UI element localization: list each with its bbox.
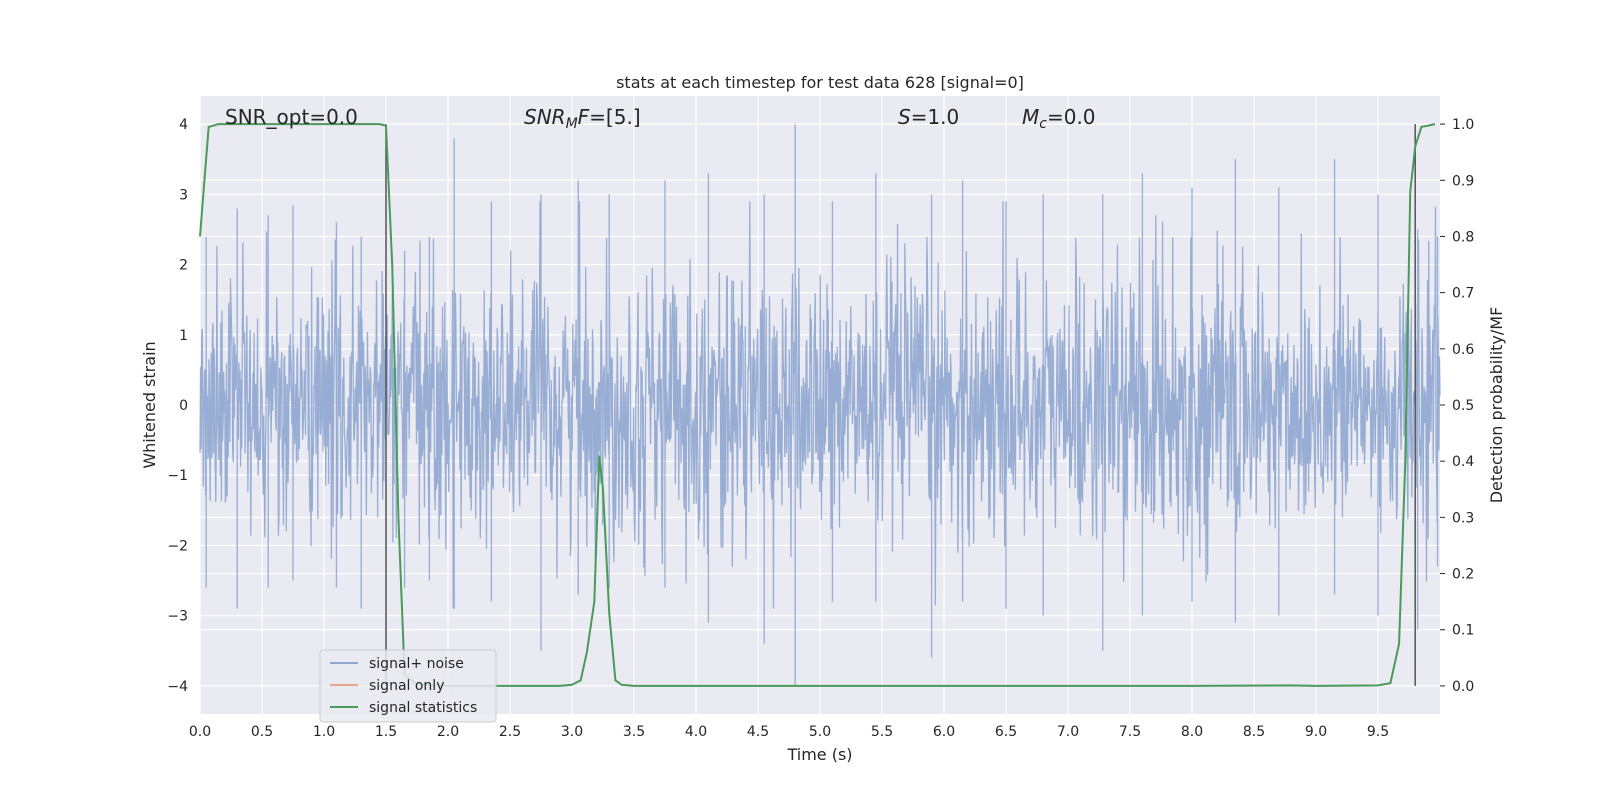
- x-tick-label: 8.5: [1243, 724, 1265, 740]
- x-tick-label: 9.0: [1305, 724, 1327, 740]
- x-tick-label: 2.5: [499, 724, 521, 740]
- event-lines: [385, 124, 1416, 686]
- y-tick-label: −2: [167, 538, 188, 554]
- chart-title: stats at each timestep for test data 628…: [616, 73, 1024, 92]
- y-right-tick-label: 0.1: [1452, 623, 1474, 639]
- legend: signal+ noise signal only signal statist…: [319, 649, 497, 723]
- y-right-tick-label: 0.2: [1452, 567, 1474, 583]
- x-tick-label: 5.0: [809, 724, 831, 740]
- y-right-tick-label: 0.8: [1452, 229, 1474, 245]
- y-axis-right-label: Detection probability/MF: [1487, 307, 1506, 504]
- x-tick-label: 7.0: [1057, 724, 1079, 740]
- annotation-s: S=1.0: [898, 105, 959, 129]
- y-axis-label: Whitened strain: [140, 341, 159, 468]
- y-tick-label: 3: [179, 187, 188, 203]
- legend-box: [319, 649, 497, 723]
- annotation-mc: Mc=0.0: [1022, 105, 1096, 132]
- y-right-tick-label: 1.0: [1452, 117, 1474, 133]
- legend-label-signal-only: signal only: [369, 678, 444, 694]
- x-tick-label: 4.0: [685, 724, 707, 740]
- signal-statistics-line: [199, 123, 1436, 687]
- y-right-tick-label: 0.6: [1452, 342, 1474, 358]
- annotation-snr-opt: SNR_opt=0.0: [225, 105, 358, 129]
- x-tick-label: 3.0: [561, 724, 583, 740]
- y-tick-label: 0: [179, 398, 188, 414]
- y-tick-label: 4: [179, 117, 188, 133]
- signal-statistics-series: [199, 123, 1436, 687]
- y-tick-label: −1: [167, 468, 188, 484]
- x-tick-label: 9.5: [1367, 724, 1389, 740]
- y-axis-ticks: 4 3 2 1 0 −1 −2 −3 −4: [167, 117, 188, 695]
- y-right-tick-label: 0.7: [1452, 286, 1474, 302]
- y-tick-label: 1: [179, 328, 188, 344]
- y-right-tick-label: 0.0: [1452, 679, 1474, 695]
- legend-label-signal-statistics: signal statistics: [369, 700, 477, 716]
- y-right-tick-label: 0.4: [1452, 454, 1474, 470]
- y-tick-label: −4: [167, 679, 188, 695]
- y-tick-label: −3: [167, 609, 188, 625]
- x-tick-label: 0.0: [189, 724, 211, 740]
- x-tick-label: 4.5: [747, 724, 769, 740]
- y-tick-label: 2: [179, 258, 188, 274]
- signal-noise-line: [199, 124, 1441, 686]
- x-axis-ticks: 0.0 0.5 1.0 1.5 2.0 2.5 3.0 3.5 4.0 4.5 5.0 5.5 6.0 6…: [189, 724, 1389, 740]
- x-tick-label: 2.0: [437, 724, 459, 740]
- legend-label-signal-noise: signal+ noise: [369, 656, 464, 672]
- x-tick-label: 3.5: [623, 724, 645, 740]
- x-tick-label: 1.0: [313, 724, 335, 740]
- x-axis-label: Time (s): [786, 745, 852, 764]
- x-tick-label: 5.5: [871, 724, 893, 740]
- y-axis-right-ticks: 1.0 0.9 0.8 0.7 0.6 0.5 0.4 0.3 0.2 0.1 0.0: [1440, 117, 1474, 695]
- y-right-tick-label: 0.3: [1452, 510, 1474, 526]
- x-tick-label: 6.0: [933, 724, 955, 740]
- x-tick-label: 0.5: [251, 724, 273, 740]
- x-tick-label: 6.5: [995, 724, 1017, 740]
- signal-noise-series: [199, 124, 1441, 686]
- x-tick-label: 7.5: [1119, 724, 1141, 740]
- y-right-tick-label: 0.9: [1452, 173, 1474, 189]
- annotation-snr-mf: SNRMF=[5.]: [524, 105, 641, 132]
- y-right-tick-label: 0.5: [1452, 398, 1474, 414]
- x-tick-label: 8.0: [1181, 724, 1203, 740]
- x-tick-label: 1.5: [375, 724, 397, 740]
